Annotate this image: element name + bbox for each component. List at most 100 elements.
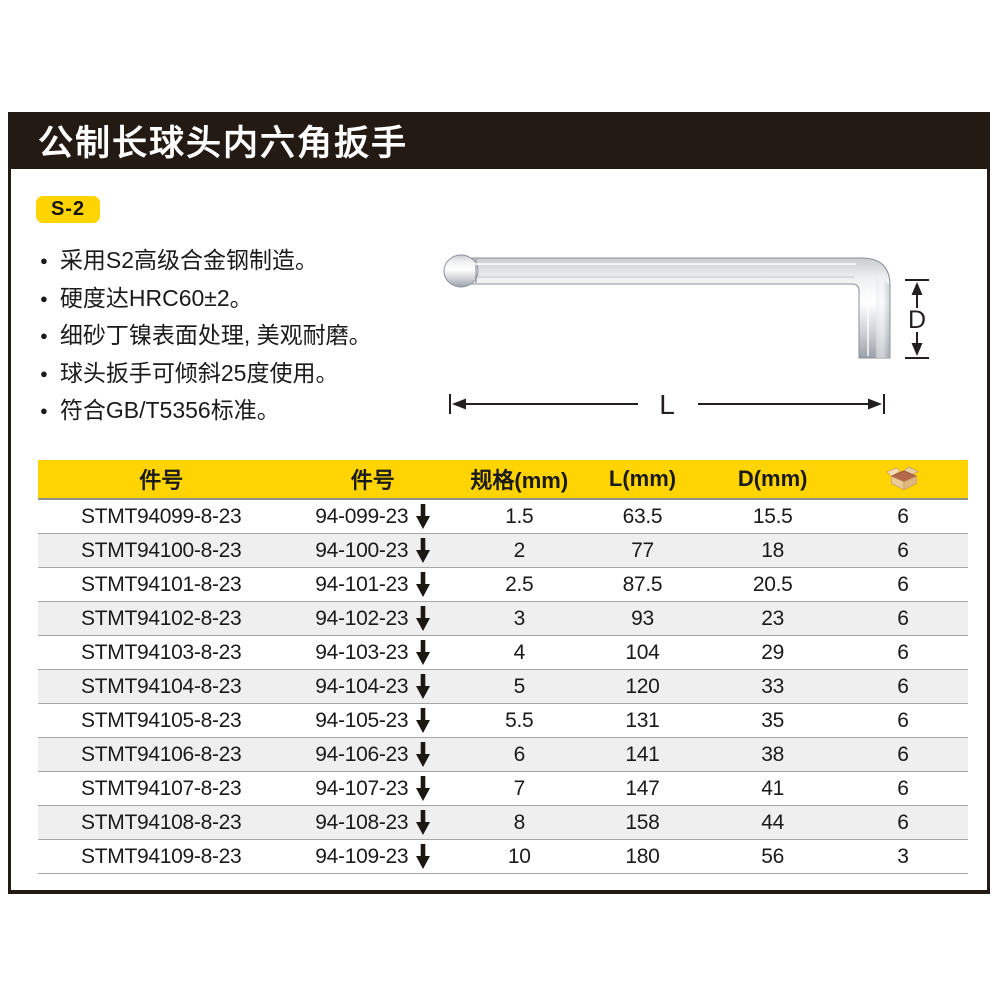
col-header-length: L(mm) — [577, 460, 708, 500]
part-no-cell: STMT94101-8-23 — [38, 567, 285, 602]
col-header-order-no: 件号 — [284, 460, 462, 500]
down-arrow-icon — [416, 810, 431, 835]
pack-qty-cell: 6 — [837, 601, 968, 636]
feature-bullet: 球头扳手可倾斜25度使用。 — [40, 355, 372, 393]
page-title: 公制长球头内六角扳手 — [38, 124, 409, 163]
size-cell: 2 — [461, 533, 578, 568]
size-cell: 3 — [461, 601, 578, 636]
length-cell: 120 — [577, 669, 708, 704]
order-no-cell: 94-104-23 — [284, 669, 462, 704]
table-row: STMT94104-8-23 94-104-23 5 120 33 6 — [38, 669, 968, 704]
ball-end — [443, 254, 479, 288]
size-cell: 1.5 — [461, 499, 578, 534]
spec-table: 件号 件号 规格(mm) L(mm) D(mm) STMT94099- — [38, 460, 968, 874]
col-header-diameter: D(mm) — [707, 460, 838, 500]
feature-list: 采用S2高级合金钢制造。 硬度达HRC60±2。 细砂丁镍表面处理, 美观耐磨。… — [40, 242, 372, 430]
down-arrow-icon — [416, 606, 431, 631]
pack-qty-cell: 6 — [837, 771, 968, 806]
diameter-cell: 33 — [707, 669, 838, 704]
table-row: STMT94102-8-23 94-102-23 3 93 23 6 — [38, 601, 968, 636]
size-cell: 10 — [461, 839, 578, 874]
down-arrow-icon — [416, 708, 431, 733]
part-no-cell: STMT94099-8-23 — [38, 499, 285, 534]
down-arrow-icon — [416, 572, 431, 597]
diameter-cell: 56 — [707, 839, 838, 874]
feature-bullet: 硬度达HRC60±2。 — [40, 280, 372, 318]
col-header-pack — [837, 460, 968, 500]
length-cell: 131 — [577, 703, 708, 738]
down-arrow-icon — [416, 640, 431, 665]
length-cell: 63.5 — [577, 499, 708, 534]
pack-qty-cell: 6 — [837, 567, 968, 602]
feature-bullet: 采用S2高级合金钢制造。 — [40, 242, 372, 280]
table-row: STMT94106-8-23 94-106-23 6 141 38 6 — [38, 737, 968, 772]
part-no-cell: STMT94100-8-23 — [38, 533, 285, 568]
table-row: STMT94109-8-23 94-109-23 10 180 56 3 — [38, 839, 968, 874]
spec-table-body: STMT94099-8-23 94-099-23 1.5 63.5 15.5 6… — [38, 499, 968, 874]
part-no-cell: STMT94104-8-23 — [38, 669, 285, 704]
order-no-cell: 94-106-23 — [284, 737, 462, 772]
spec-table-header: 件号 件号 规格(mm) L(mm) D(mm) — [38, 460, 968, 500]
down-arrow-icon — [416, 538, 431, 563]
pack-qty-cell: 6 — [837, 499, 968, 534]
diameter-cell: 23 — [707, 601, 838, 636]
diameter-cell: 38 — [707, 737, 838, 772]
order-no-cell: 94-105-23 — [284, 703, 462, 738]
order-no-cell: 94-102-23 — [284, 601, 462, 636]
feature-bullet: 细砂丁镍表面处理, 美观耐磨。 — [40, 317, 372, 355]
hex-key-diagram: D L — [443, 254, 929, 420]
length-cell: 87.5 — [577, 567, 708, 602]
diameter-cell: 18 — [707, 533, 838, 568]
dimension-label-d: D — [908, 306, 926, 334]
hex-key-body — [469, 257, 891, 359]
l-dimension — [449, 394, 885, 414]
d-arrow-down — [911, 343, 923, 356]
pack-qty-cell: 6 — [837, 533, 968, 568]
length-cell: 104 — [577, 635, 708, 670]
down-arrow-icon — [416, 742, 431, 767]
order-no-cell: 94-108-23 — [284, 805, 462, 840]
order-no-cell: 94-099-23 — [284, 499, 462, 534]
diameter-cell: 44 — [707, 805, 838, 840]
l-arrow-left — [452, 398, 466, 410]
part-no-cell: STMT94107-8-23 — [38, 771, 285, 806]
page-title-bar: 公制长球头内六角扳手 — [8, 112, 990, 169]
part-no-cell: STMT94103-8-23 — [38, 635, 285, 670]
table-row: STMT94100-8-23 94-100-23 2 77 18 6 — [38, 533, 968, 568]
size-cell: 2.5 — [461, 567, 578, 602]
size-cell: 5 — [461, 669, 578, 704]
size-cell: 8 — [461, 805, 578, 840]
order-no-cell: 94-109-23 — [284, 839, 462, 874]
down-arrow-icon — [416, 504, 431, 529]
diameter-cell: 41 — [707, 771, 838, 806]
size-cell: 4 — [461, 635, 578, 670]
length-cell: 93 — [577, 601, 708, 636]
down-arrow-icon — [416, 674, 431, 699]
pack-qty-cell: 3 — [837, 839, 968, 874]
table-row: STMT94107-8-23 94-107-23 7 147 41 6 — [38, 771, 968, 806]
diameter-cell: 29 — [707, 635, 838, 670]
col-header-part-no: 件号 — [38, 460, 285, 500]
diameter-cell: 15.5 — [707, 499, 838, 534]
length-cell: 77 — [577, 533, 708, 568]
dimension-label-l: L — [659, 389, 675, 420]
d-arrow-up — [911, 282, 923, 295]
part-no-cell: STMT94102-8-23 — [38, 601, 285, 636]
series-badge: S-2 — [36, 196, 100, 223]
order-no-cell: 94-103-23 — [284, 635, 462, 670]
length-cell: 147 — [577, 771, 708, 806]
table-row: STMT94099-8-23 94-099-23 1.5 63.5 15.5 6 — [38, 499, 968, 534]
hex-key-arm-shade — [876, 272, 890, 358]
table-row: STMT94103-8-23 94-103-23 4 104 29 6 — [38, 635, 968, 670]
size-cell: 7 — [461, 771, 578, 806]
table-row: STMT94105-8-23 94-105-23 5.5 131 35 6 — [38, 703, 968, 738]
length-cell: 180 — [577, 839, 708, 874]
part-no-cell: STMT94108-8-23 — [38, 805, 285, 840]
size-cell: 5.5 — [461, 703, 578, 738]
table-row: STMT94108-8-23 94-108-23 8 158 44 6 — [38, 805, 968, 840]
part-no-cell: STMT94109-8-23 — [38, 839, 285, 874]
pack-qty-cell: 6 — [837, 805, 968, 840]
col-header-size: 规格(mm) — [461, 460, 578, 500]
part-no-cell: STMT94106-8-23 — [38, 737, 285, 772]
pack-qty-cell: 6 — [837, 703, 968, 738]
